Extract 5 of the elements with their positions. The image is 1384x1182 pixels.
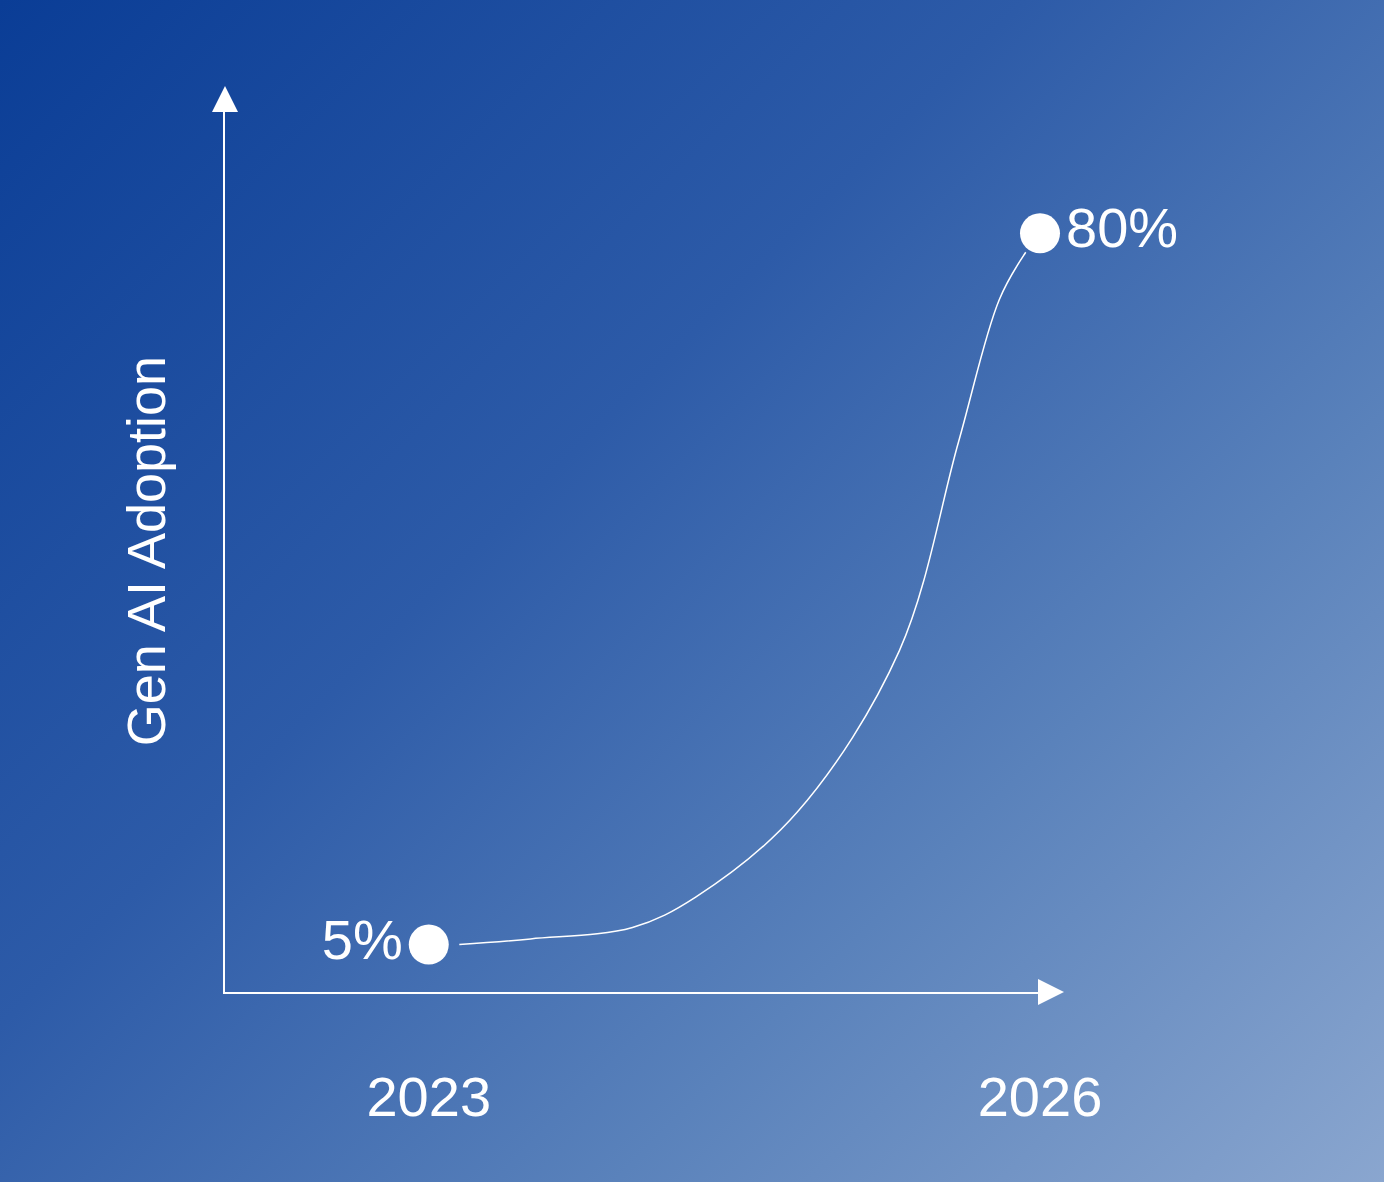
x-tick-label: 2026 xyxy=(977,1065,1103,1129)
x-tick-label: 2023 xyxy=(366,1065,492,1129)
y-axis-title: Gen AI Adoption xyxy=(116,355,177,747)
data-label: 5% xyxy=(321,907,403,971)
data-label: 80% xyxy=(1066,196,1179,260)
